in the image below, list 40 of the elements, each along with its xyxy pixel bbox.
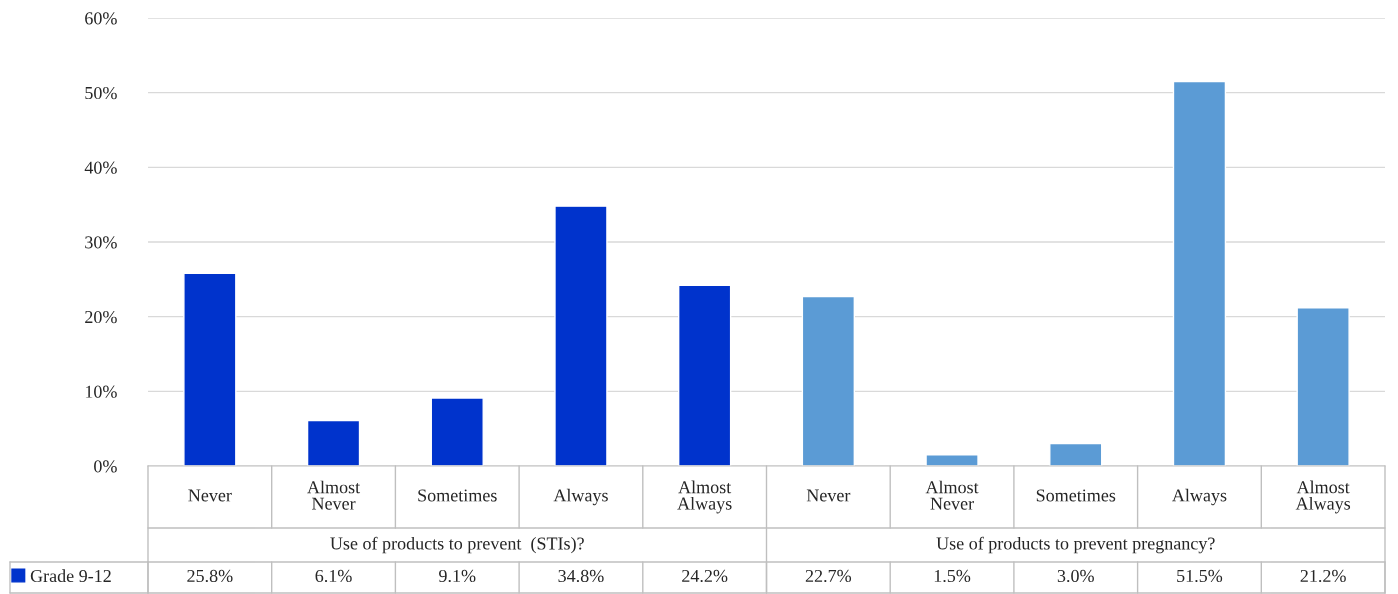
y-tick-label: 20%: [85, 310, 117, 324]
data-label: 9.1%: [439, 569, 476, 583]
y-tick-label: 40%: [84, 161, 117, 174]
data-label: 22.7%: [805, 569, 852, 583]
y-tick-label: 30%: [85, 236, 117, 249]
data-label: 21.2%: [1300, 569, 1346, 583]
bar: [1049, 442, 1103, 466]
y-tick-label: 0%: [94, 460, 117, 473]
data-label: 6.1%: [315, 569, 352, 583]
bar: [1172, 80, 1227, 466]
x-tick-label: Almost Always: [1295, 480, 1351, 514]
bar: [925, 454, 979, 466]
bar: [430, 397, 484, 466]
y-tick-label: 60%: [85, 12, 117, 25]
x-tick-label: Almost Never: [307, 480, 361, 510]
x-tick-label: Almost Always: [677, 480, 732, 514]
bar: [183, 272, 237, 466]
y-tick-label: 10%: [85, 385, 117, 398]
bar: [677, 284, 732, 466]
x-tick-label: Always: [1172, 488, 1227, 506]
bar: [306, 419, 361, 466]
x-tick-label: Never: [188, 489, 232, 502]
text: Use of products to prevent pregnancy?: [936, 536, 1215, 554]
data-label: 3.0%: [1057, 569, 1094, 583]
x-tick-label: Sometimes: [1036, 489, 1116, 502]
legend-label: Grade 9-12: [30, 569, 111, 583]
data-label: 24.2%: [682, 569, 728, 583]
text: Use of products to prevent (STIs)?: [330, 536, 584, 554]
x-tick-label: Always: [553, 488, 608, 506]
bar: [1296, 307, 1350, 466]
data-label: 51.5%: [1177, 569, 1223, 583]
x-tick-label: Almost Never: [925, 480, 979, 510]
data-label: 1.5%: [934, 569, 971, 583]
data-label: 25.8%: [187, 569, 233, 583]
x-tick-label: Sometimes: [418, 489, 497, 502]
bar: [554, 205, 608, 466]
y-tick-label: 50%: [85, 86, 117, 100]
data-label: 34.8%: [558, 569, 604, 583]
x-tick-label: Never: [806, 489, 851, 502]
bar: [801, 295, 856, 466]
